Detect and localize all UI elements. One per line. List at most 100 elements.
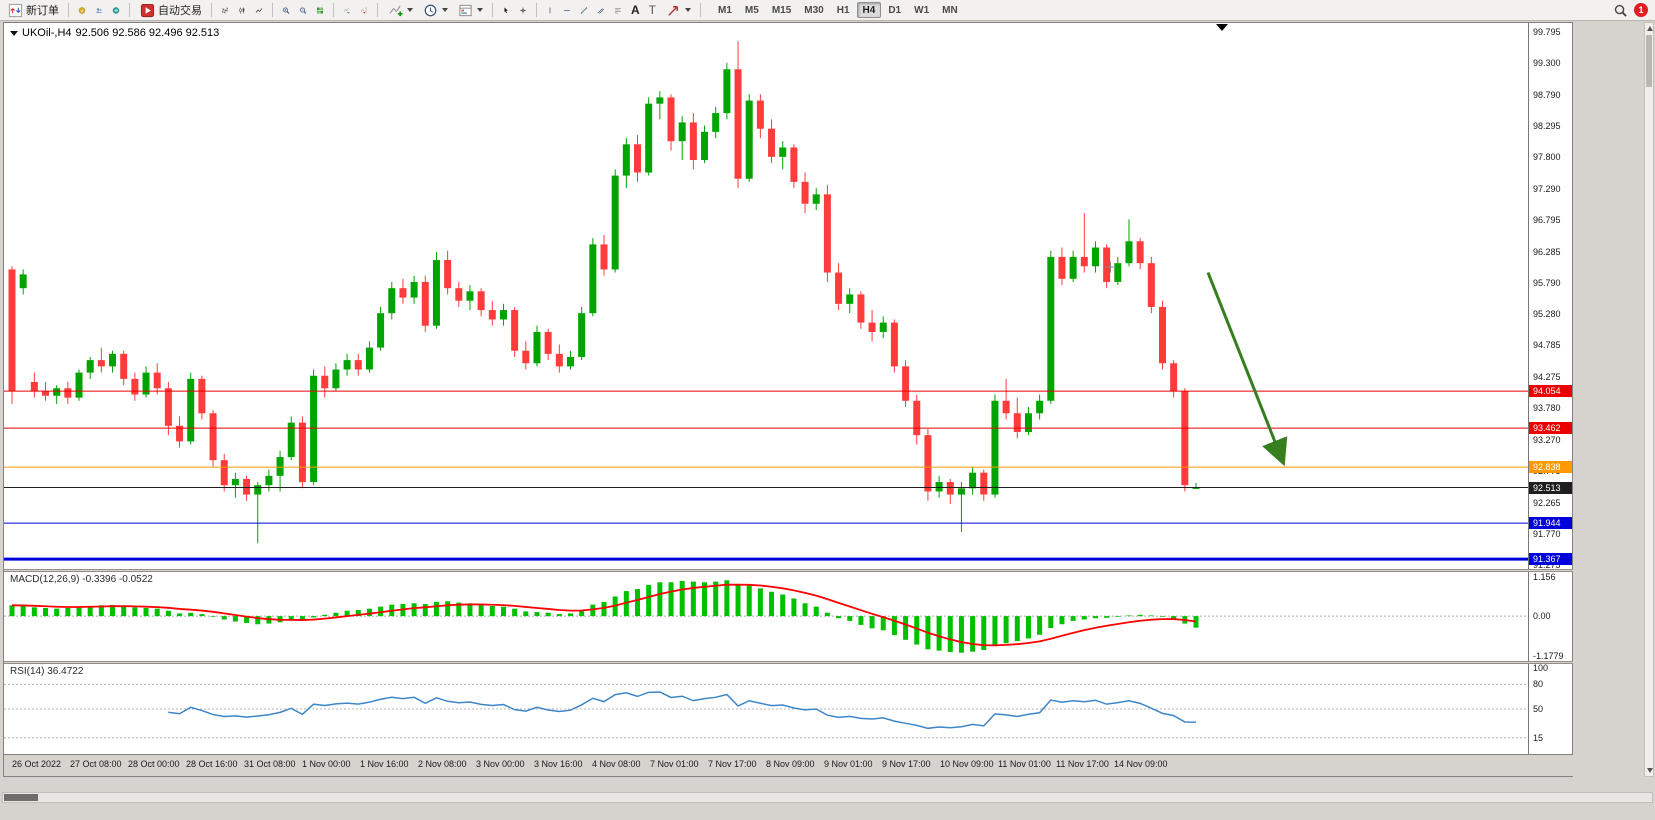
cursor-icon[interactable]: [498, 2, 514, 18]
toolbar-separator: [211, 3, 212, 17]
one-click-trading-toggle-icon[interactable]: [10, 30, 18, 36]
notification-badge[interactable]: 1: [1634, 3, 1648, 17]
rsi-scale-label: 15: [1533, 732, 1544, 743]
timeframe-m30[interactable]: M30: [804, 5, 824, 16]
scroll-down-icon[interactable]: [1647, 768, 1653, 773]
timeframe-h1[interactable]: H1: [836, 5, 850, 16]
time-axis-label: 8 Nov 09:00: [766, 759, 815, 769]
price-scale-label: 94.275: [1533, 372, 1561, 383]
periods-button[interactable]: [418, 1, 452, 19]
time-axis-label: 2 Nov 08:00: [418, 759, 467, 769]
toolbar: 新订单 自动交易: [0, 0, 1655, 21]
text-icon: A: [631, 3, 640, 17]
price-scale-label: 96.285: [1533, 246, 1561, 257]
tile-windows-icon[interactable]: [312, 2, 328, 18]
zoom-out-icon[interactable]: [295, 2, 311, 18]
price-tag: 92.838: [1529, 461, 1572, 474]
price-scale-label: 91.770: [1533, 528, 1561, 539]
rsi-scale[interactable]: 100 80 50 15: [1528, 664, 1572, 754]
panel-splitter[interactable]: [4, 569, 1573, 572]
text-tool-button[interactable]: A: [627, 1, 644, 19]
time-axis-label: 3 Nov 00:00: [476, 759, 525, 769]
macd-panel[interactable]: MACD(12,26,9) -0.3396 -0.0522: [4, 572, 1528, 661]
text-label-icon: T: [648, 3, 657, 17]
chart-shift-icon[interactable]: [356, 2, 372, 18]
caret-down-icon: [442, 8, 448, 12]
time-axis-label: 9 Nov 01:00: [824, 759, 873, 769]
autotrading-button[interactable]: 自动交易: [135, 1, 206, 19]
crosshair-icon[interactable]: [515, 2, 531, 18]
line-chart-icon[interactable]: [251, 2, 267, 18]
rsi-scale-label: 80: [1533, 679, 1544, 690]
templates-button[interactable]: [453, 1, 487, 19]
price-scale-label: 95.280: [1533, 309, 1561, 320]
price-scale-label: 92.265: [1533, 498, 1561, 509]
fibonacci-icon[interactable]: [610, 2, 626, 18]
timeframe-m15[interactable]: M15: [771, 5, 792, 16]
vertical-scrollbar-thumb[interactable]: [1646, 35, 1652, 87]
bar-chart-icon[interactable]: [217, 2, 233, 18]
horizontal-scrollbar-thumb[interactable]: [4, 794, 38, 801]
toolbar-separator: [492, 3, 493, 17]
toolbar-separator: [333, 3, 334, 17]
price-scale-label: 99.795: [1533, 27, 1561, 38]
equidistant-channel-icon[interactable]: [593, 2, 609, 18]
text-label-tool-button[interactable]: T: [645, 1, 660, 19]
time-axis-label: 1 Nov 00:00: [302, 759, 351, 769]
candlestick-chart-icon[interactable]: [234, 2, 250, 18]
timeframe-m5[interactable]: M5: [744, 5, 759, 16]
price-scale-label: 97.290: [1533, 183, 1561, 194]
macd-scale[interactable]: 1.156 0.00 -1.1779: [1528, 572, 1572, 661]
time-axis[interactable]: 26 Oct 2022 27 Oct 08:00 28 Oct 00:00 28 Oc…: [4, 754, 1573, 776]
time-axis-label: 11 Nov 01:00: [998, 759, 1051, 769]
main-chart[interactable]: UKOil-,H4 92.506 92.586 92.496 92.513: [4, 23, 1528, 569]
timeframe-mn[interactable]: MN: [942, 5, 958, 16]
price-scale-label: 99.300: [1533, 58, 1561, 69]
horizontal-scrollbar[interactable]: [2, 792, 1653, 803]
vertical-line-icon[interactable]: [542, 2, 558, 18]
panel-splitter[interactable]: [4, 661, 1573, 664]
horizontal-line-icon[interactable]: [559, 2, 575, 18]
time-axis-label: 28 Oct 00:00: [128, 759, 180, 769]
arrows-icon: [665, 2, 681, 18]
price-tag: 92.513: [1529, 481, 1572, 494]
arrows-button[interactable]: [661, 1, 695, 19]
price-scale-label: 97.800: [1533, 151, 1561, 162]
price-tag: 94.054: [1529, 385, 1572, 398]
time-axis-label: 9 Nov 17:00: [882, 759, 931, 769]
timeframe-h4[interactable]: H4: [856, 2, 882, 18]
trendline-icon[interactable]: [576, 2, 592, 18]
metaeditor-icon[interactable]: [74, 2, 90, 18]
price-tag: 91.367: [1529, 553, 1572, 566]
scroll-up-icon[interactable]: [1647, 26, 1653, 31]
time-axis-label: 28 Oct 16:00: [186, 759, 238, 769]
zoom-in-icon[interactable]: [278, 2, 294, 18]
time-axis-label: 7 Nov 17:00: [708, 759, 757, 769]
timeframe-m1[interactable]: M1: [718, 5, 732, 16]
sounds-icon[interactable]: [108, 2, 124, 18]
price-tag: 91.944: [1529, 517, 1572, 530]
price-scale[interactable]: 99.795 99.300 98.790 98.295 97.800 97.290 96.7…: [1528, 23, 1572, 569]
templates-icon: [457, 2, 473, 18]
macd-signal-value: -0.0522: [118, 574, 153, 585]
caret-down-icon: [477, 8, 483, 12]
rsi-value: 36.4722: [47, 666, 84, 677]
time-axis-label: 10 Nov 09:00: [940, 759, 994, 769]
auto-scroll-icon[interactable]: [339, 2, 355, 18]
vertical-scrollbar[interactable]: [1644, 22, 1654, 777]
timeframe-d1[interactable]: D1: [888, 5, 902, 16]
chart-title: UKOil-,H4 92.506 92.586 92.496 92.513: [10, 27, 219, 39]
rsi-scale-label: 100: [1533, 664, 1549, 673]
rsi-panel[interactable]: RSI(14) 36.4722: [4, 664, 1528, 754]
price-scale-label: 94.785: [1533, 340, 1561, 351]
search-icon[interactable]: [1612, 2, 1628, 18]
indicators-button[interactable]: [383, 1, 417, 19]
toolbar-right: 1: [1612, 2, 1652, 18]
timeframe-w1[interactable]: W1: [914, 5, 930, 16]
profiles-icon[interactable]: [91, 2, 107, 18]
toolbar-separator: [377, 3, 378, 17]
new-order-button[interactable]: 新订单: [3, 1, 63, 19]
chart-symbol-period: UKOil-,H4: [22, 27, 72, 39]
macd-main-value: -0.3396: [82, 574, 117, 585]
